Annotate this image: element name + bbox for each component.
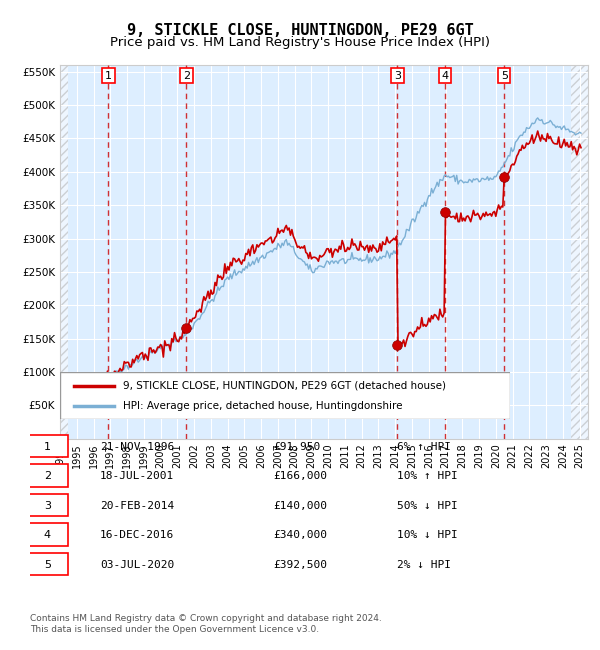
FancyBboxPatch shape — [28, 465, 68, 487]
Text: 9, STICKLE CLOSE, HUNTINGDON, PE29 6GT: 9, STICKLE CLOSE, HUNTINGDON, PE29 6GT — [127, 23, 473, 38]
Text: 21-NOV-1996: 21-NOV-1996 — [100, 442, 175, 452]
Text: £340,000: £340,000 — [273, 530, 327, 540]
FancyBboxPatch shape — [60, 372, 510, 419]
Text: 3: 3 — [44, 501, 51, 511]
Text: 3: 3 — [394, 71, 401, 81]
FancyBboxPatch shape — [28, 435, 68, 458]
Text: 2: 2 — [44, 471, 51, 482]
Text: 1: 1 — [105, 71, 112, 81]
Text: 10% ↑ HPI: 10% ↑ HPI — [397, 471, 458, 482]
Text: 20-FEB-2014: 20-FEB-2014 — [100, 501, 175, 511]
Text: Contains HM Land Registry data © Crown copyright and database right 2024.
This d: Contains HM Land Registry data © Crown c… — [30, 614, 382, 634]
Text: 50% ↓ HPI: 50% ↓ HPI — [397, 501, 458, 511]
Text: £140,000: £140,000 — [273, 501, 327, 511]
Text: 4: 4 — [441, 71, 448, 81]
Text: 6% ↑ HPI: 6% ↑ HPI — [397, 442, 451, 452]
Text: 18-JUL-2001: 18-JUL-2001 — [100, 471, 175, 482]
Polygon shape — [571, 65, 588, 439]
Text: £91,950: £91,950 — [273, 442, 320, 452]
Text: Price paid vs. HM Land Registry's House Price Index (HPI): Price paid vs. HM Land Registry's House … — [110, 36, 490, 49]
Text: 16-DEC-2016: 16-DEC-2016 — [100, 530, 175, 540]
Text: 5: 5 — [44, 560, 51, 570]
Text: 9, STICKLE CLOSE, HUNTINGDON, PE29 6GT (detached house): 9, STICKLE CLOSE, HUNTINGDON, PE29 6GT (… — [123, 380, 446, 391]
Text: 2: 2 — [183, 71, 190, 81]
FancyBboxPatch shape — [28, 494, 68, 516]
Text: 1: 1 — [44, 442, 51, 452]
FancyBboxPatch shape — [28, 523, 68, 546]
Text: HPI: Average price, detached house, Huntingdonshire: HPI: Average price, detached house, Hunt… — [123, 401, 403, 411]
Text: 4: 4 — [44, 530, 51, 540]
Text: £392,500: £392,500 — [273, 560, 327, 570]
FancyBboxPatch shape — [28, 553, 68, 575]
Text: £166,000: £166,000 — [273, 471, 327, 482]
Text: 10% ↓ HPI: 10% ↓ HPI — [397, 530, 458, 540]
Text: 03-JUL-2020: 03-JUL-2020 — [100, 560, 175, 570]
Polygon shape — [60, 65, 68, 439]
Text: 5: 5 — [500, 71, 508, 81]
Text: 2% ↓ HPI: 2% ↓ HPI — [397, 560, 451, 570]
